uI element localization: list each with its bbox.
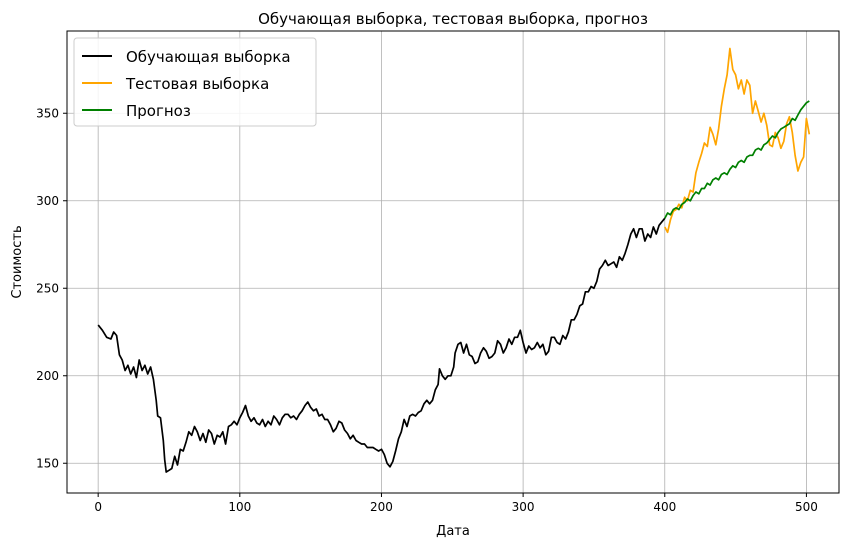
y-axis-ticks: 150 200 250 300 350 (36, 106, 67, 470)
legend-label-1: Тестовая выборка (125, 75, 269, 93)
y-tick-label-4: 350 (36, 106, 59, 120)
grid-lines (67, 31, 839, 493)
y-tick-label-0: 150 (36, 456, 59, 470)
y-axis-label: Стоимость (10, 225, 25, 298)
x-tick-label-4: 400 (653, 500, 676, 514)
y-tick-label-3: 300 (36, 194, 59, 208)
x-axis-ticks: 0 100 200 300 400 500 (94, 493, 818, 514)
y-tick-label-1: 200 (36, 369, 59, 383)
series-line-2 (664, 100, 810, 219)
legend-box (73, 37, 317, 127)
x-tick-label-2: 200 (370, 500, 393, 514)
chart-title: Обучающая выборка, тестовая выборка, про… (258, 10, 648, 28)
x-tick-label-0: 0 (94, 500, 102, 514)
series-line-0 (97, 217, 666, 473)
series-lines (97, 47, 811, 473)
x-axis-label: Дата (436, 524, 470, 539)
x-tick-label-5: 500 (795, 500, 818, 514)
series-line-1 (664, 47, 811, 234)
legend-label-2: Прогноз (126, 102, 191, 120)
legend: Обучающая выборка Тестовая выборка Прогноз (73, 37, 317, 127)
plot-frame (66, 30, 840, 494)
x-tick-label-3: 300 (512, 500, 535, 514)
legend-label-0: Обучающая выборка (126, 48, 291, 66)
y-tick-label-2: 250 (36, 281, 59, 295)
x-tick-label-1: 100 (228, 500, 251, 514)
